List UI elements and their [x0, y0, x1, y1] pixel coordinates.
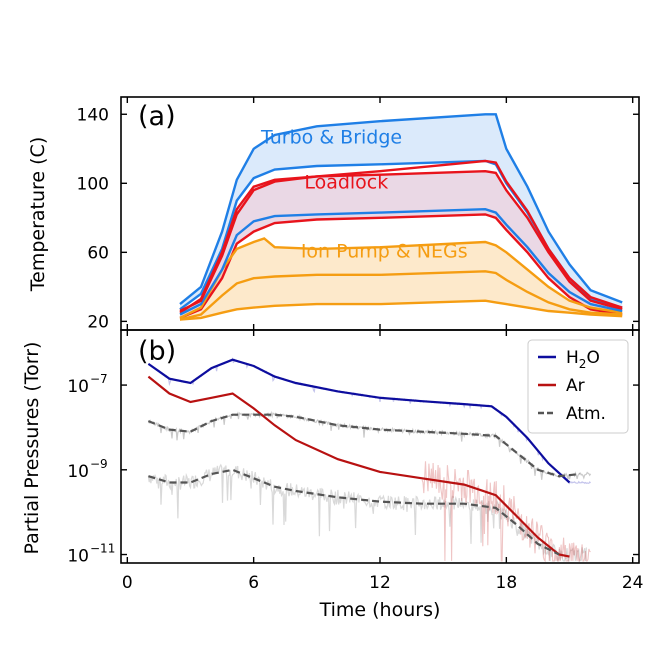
- band-fill-turbo-bridge: [180, 114, 623, 310]
- x-tick-label-6: 6: [248, 573, 259, 593]
- band-lower-ion-pump-negs: [179, 299, 623, 321]
- a-bands: [180, 114, 623, 320]
- series-line-h2o: [147, 358, 571, 484]
- band-label-turbo-bridge: Turbo & Bridge: [260, 127, 402, 149]
- series-line-ar: [147, 375, 570, 558]
- y-tick-exp-b-0: −7: [90, 372, 108, 386]
- panel-b: 10−710−910−11 0 6 12 18 24 (b) Partial Press…: [21, 329, 644, 621]
- band-upper-ion-pump-negs: [179, 237, 623, 319]
- band-upper-loadlock: [179, 169, 623, 314]
- b-yticks: 10−710−910−11: [67, 372, 639, 567]
- x-axis-label: Time (hours): [319, 599, 441, 621]
- y-tick-label-b-1: 10: [67, 462, 89, 482]
- x-tick-label-0: 0: [122, 573, 133, 593]
- legend-box: [527, 339, 629, 434]
- band-label-loadlock: Loadlock: [304, 171, 388, 193]
- band-fill-loadlock: [180, 171, 623, 318]
- x-tick-label-24: 24: [622, 573, 644, 593]
- raw-atm-lower-trace: [147, 463, 587, 563]
- legend-label-h2o: H2O: [566, 348, 600, 371]
- y-tick-label-a-140: 140: [77, 105, 109, 125]
- a-yticks: 20 60 100 140: [77, 97, 639, 332]
- temperature-trace-0: [179, 207, 623, 316]
- panel-a: Turbo & Bridge Loadlock Ion Pump & NEGs 20…: [27, 96, 640, 332]
- temperature-trace-2: [179, 270, 623, 321]
- y-axis-label-pressure: Partial Pressures (Torr): [21, 342, 43, 555]
- legend: H2O Ar Atm.: [527, 339, 629, 434]
- legend-label-ar: Ar: [566, 376, 585, 396]
- band-fill-ion-pump-negs: [180, 238, 623, 320]
- series-line-atm-lower: [148, 468, 560, 556]
- y-tick-exp-b-2: −11: [90, 542, 115, 556]
- series-line-atm: [147, 413, 581, 478]
- y-tick-label-a-100: 100: [77, 174, 109, 194]
- x-tick-label-12: 12: [369, 573, 391, 593]
- band-label-ion-pump-negs: Ion Pump & NEGs: [301, 241, 468, 263]
- y-tick-label-a-20: 20: [87, 312, 109, 332]
- b-xticks: 0 6 12 18 24: [122, 330, 644, 593]
- y-tick-exp-b-1: −9: [90, 457, 108, 471]
- y-tick-label-b-0: 10: [67, 377, 89, 397]
- temperature-trace-1: [179, 159, 623, 313]
- y-tick-label-a-60: 60: [87, 243, 109, 263]
- y-axis-label-temperature: Temperature (C): [27, 137, 49, 293]
- a-lines: [179, 113, 623, 321]
- panel-b-label: (b): [138, 336, 176, 367]
- x-tick-label-18: 18: [496, 573, 518, 593]
- raw-ar-trace: [421, 461, 591, 563]
- b-lines: [147, 358, 581, 558]
- band-upper-turbo-bridge: [179, 113, 623, 306]
- a-band-labels: Turbo & Bridge Loadlock Ion Pump & NEGs: [260, 127, 468, 263]
- legend-label-atm: Atm.: [566, 404, 606, 424]
- y-tick-label-b-2: 10: [67, 547, 89, 567]
- panel-a-label: (a): [138, 101, 176, 132]
